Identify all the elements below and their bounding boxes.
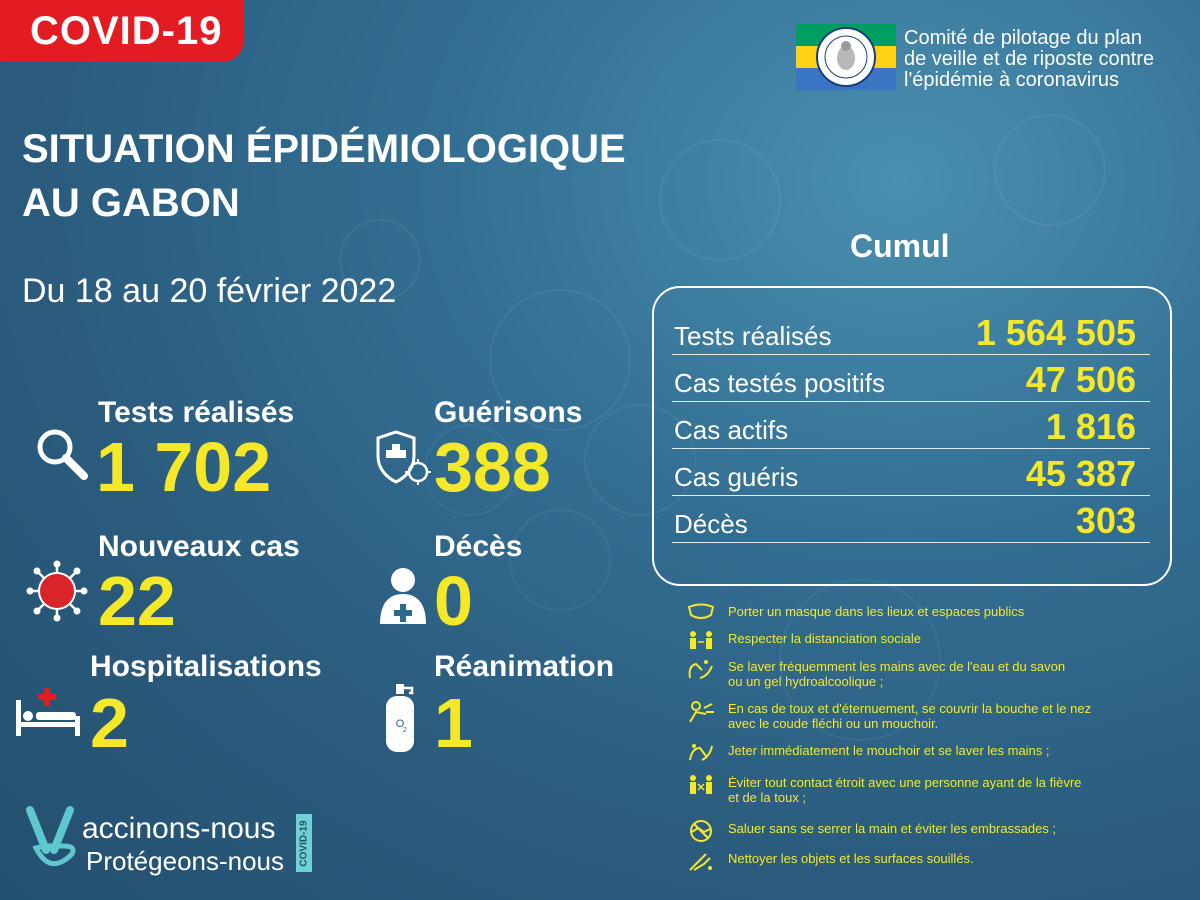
cumul-row-label: Cas testés positifs	[674, 368, 885, 398]
cough-icon	[689, 701, 714, 723]
tissue-icon	[689, 744, 713, 761]
stat-tests-label: Tests réalisés	[98, 396, 295, 429]
cumul-row-label: Tests réalisés	[674, 321, 832, 351]
gabon-flag-emblem-icon	[796, 24, 896, 90]
prevention-rule-text: Éviter tout contact étroit avec une pers…	[728, 775, 1082, 805]
covid-badge: COVID-19	[0, 0, 244, 62]
hospital-bed-icon	[16, 688, 80, 736]
distancing-icon	[690, 631, 712, 649]
vaccination-slogan-sub: Protégeons-nous	[86, 846, 285, 876]
prevention-rule-text: En cas de toux et d'éternuement, se couv…	[728, 701, 1092, 731]
stat-rea-value: 1	[434, 684, 473, 762]
no-handshake-icon	[690, 820, 712, 842]
cumul-row-value: 47 506	[1025, 359, 1136, 400]
prevention-rule-text: Se laver fréquemment les mains avec de l…	[728, 659, 1066, 689]
vaccination-covid-tag: COVID-19	[296, 814, 312, 872]
stat-guerisons-value: 388	[434, 428, 551, 506]
svg-text:O: O	[396, 718, 405, 730]
committee-line-2: de veille et de riposte contre	[904, 48, 1155, 70]
cumul-row: Cas actifs 1 816	[672, 402, 1150, 449]
cumul-row-label: Cas guéris	[674, 462, 799, 492]
report-period: Du 18 au 20 février 2022	[22, 272, 397, 310]
vaccination-slogan-main: accinons-nous	[82, 812, 276, 845]
cumul-row: Cas testés positifs 47 506	[672, 355, 1150, 402]
cumul-row: Cas guéris 45 387	[672, 449, 1150, 496]
prevention-rule-text: Jeter immédiatement le mouchoir et se la…	[728, 743, 1050, 758]
cumul-row-label: Décès	[674, 509, 748, 539]
victory-hand-v-icon	[26, 806, 76, 866]
cumul-row-value: 45 387	[1025, 453, 1136, 494]
prevention-rule-text: Saluer sans se serrer la main et éviter …	[728, 821, 1057, 836]
cumul-row-value: 303	[1075, 500, 1136, 541]
stat-guerisons-label: Guérisons	[434, 396, 583, 429]
stat-deces-value: 0	[434, 562, 473, 640]
committee-line-3: l'épidémie à coronavirus	[904, 69, 1120, 91]
committee-name: Comité de pilotage du plan de veille et …	[904, 28, 1154, 91]
title-line-1: SITUATION ÉPIDÉMIOLOGIQUE	[22, 127, 626, 171]
page-title: SITUATION ÉPIDÉMIOLOGIQUE AU GABON	[22, 122, 626, 230]
prevention-rule-text: Porter un masque dans les lieux et espac…	[728, 604, 1025, 619]
title-line-2: AU GABON	[22, 181, 240, 225]
cumul-row-label: Cas actifs	[674, 415, 789, 445]
stat-tests-value: 1 702	[96, 428, 272, 506]
shield-virus-icon	[376, 430, 431, 485]
prevention-rule-text: Respecter la distanciation sociale	[728, 631, 921, 646]
stat-deces-label: Décès	[434, 530, 523, 563]
stat-hosp-value: 2	[90, 684, 129, 762]
avoid-contact-icon	[690, 775, 712, 794]
virus-icon	[26, 560, 88, 622]
stat-nouveaux-value: 22	[98, 562, 176, 640]
cumul-row: Tests réalisés 1 564 505	[672, 308, 1150, 355]
cumul-row-value: 1 564 505	[975, 312, 1136, 353]
cumul-title: Cumul	[850, 228, 950, 264]
badge-text: COVID-19	[30, 9, 223, 53]
cleaning-icon	[689, 853, 712, 871]
svg-text:2: 2	[403, 727, 407, 734]
cumul-row-value: 1 816	[1045, 406, 1136, 447]
cumul-row: Décès 303	[672, 496, 1150, 543]
stat-nouveaux-label: Nouveaux cas	[98, 530, 300, 563]
vaccination-tag-text: COVID-19	[298, 820, 310, 867]
cumul-table: Tests réalisés 1 564 505 Cas testés posi…	[652, 286, 1172, 586]
mask-icon	[687, 603, 715, 619]
magnifier-icon	[37, 429, 88, 480]
stat-hosp-label: Hospitalisations	[90, 650, 322, 683]
prevention-rule-text: Nettoyer les objets et les surfaces soui…	[728, 851, 974, 866]
oxygen-tank-icon: O 2	[386, 684, 414, 752]
person-cross-icon	[380, 568, 426, 624]
committee-line-1: Comité de pilotage du plan	[904, 27, 1142, 49]
stat-rea-label: Réanimation	[434, 650, 615, 683]
handwash-icon	[688, 660, 713, 679]
